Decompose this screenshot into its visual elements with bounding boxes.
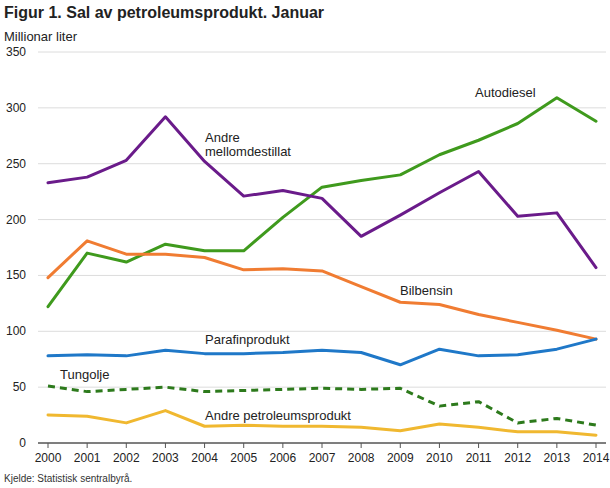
series-line (48, 339, 596, 365)
x-tick (126, 443, 127, 448)
chart: Figur 1. Sal av petroleumsprodukt. Janua… (0, 0, 610, 488)
series-label: Tungolje (60, 367, 109, 382)
x-tick-label: 2005 (230, 451, 257, 465)
x-tick-label: 2000 (35, 451, 62, 465)
y-tick-label: 0 (19, 436, 26, 450)
x-tick-label: 2012 (504, 451, 531, 465)
x-tick (439, 443, 440, 448)
y-tick-label: 150 (6, 268, 26, 282)
y-tick-label: 350 (6, 45, 26, 59)
y-tick-label: 200 (6, 213, 26, 227)
series-label: Bilbensin (400, 283, 453, 298)
grid-line (38, 331, 606, 332)
x-tick-label: 2006 (270, 451, 297, 465)
series-line (48, 98, 596, 307)
x-tick (243, 443, 244, 448)
x-tick (596, 443, 597, 448)
x-tick (556, 443, 557, 448)
y-tick-label: 250 (6, 157, 26, 171)
x-tick-label: 2002 (113, 451, 140, 465)
x-tick (478, 443, 479, 448)
series-line (48, 241, 596, 339)
series-line (48, 386, 596, 425)
x-tick-label: 2013 (544, 451, 571, 465)
x-tick-label: 2008 (348, 451, 375, 465)
x-tick (361, 443, 362, 448)
x-tick (517, 443, 518, 448)
x-tick (322, 443, 323, 448)
grid-line (38, 275, 606, 276)
series-label: Andre petroleumsprodukt (205, 408, 351, 423)
x-tick (48, 443, 49, 448)
x-tick-label: 2014 (583, 451, 610, 465)
title: Figur 1. Sal av petroleumsprodukt. Janua… (4, 4, 324, 21)
series-label: Autodiesel (475, 85, 536, 100)
grid-line (38, 107, 606, 108)
x-tick-label: 2011 (466, 451, 492, 465)
y-tick-label: 300 (6, 101, 26, 115)
grid-line (38, 52, 606, 53)
x-tick-label: 2004 (191, 451, 218, 465)
grid-line (38, 163, 606, 164)
y-tick-label: 50 (13, 380, 27, 394)
series-label: Parafinprodukt (205, 332, 290, 347)
x-tick-label: 2007 (309, 451, 336, 465)
grid-line (38, 219, 606, 220)
x-tick-label: 2009 (387, 451, 414, 465)
x-tick-label: 2003 (152, 451, 179, 465)
x-tick (282, 443, 283, 448)
series-line (48, 117, 596, 268)
x-tick-label: 2001 (74, 451, 101, 465)
source: Kjelde: Statistisk sentralbyrå. (4, 473, 132, 484)
x-tick (165, 443, 166, 448)
series-group (48, 98, 596, 435)
series-label: Andremellomdestillat (205, 130, 291, 159)
y-axis-label: Millionar liter (4, 29, 78, 44)
x-tick (204, 443, 205, 448)
grid-line (38, 387, 606, 388)
y-tick-label: 100 (6, 324, 26, 338)
x-tick (400, 443, 401, 448)
x-tick (87, 443, 88, 448)
x-tick-label: 2010 (426, 451, 453, 465)
